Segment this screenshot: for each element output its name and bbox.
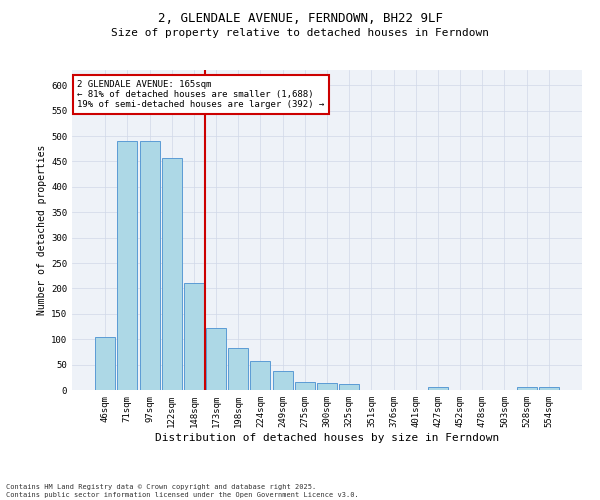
Bar	[317, 384, 337, 390]
Bar	[272, 370, 293, 390]
X-axis label: Distribution of detached houses by size in Ferndown: Distribution of detached houses by size …	[155, 432, 499, 442]
Bar	[162, 158, 182, 390]
Text: 2 GLENDALE AVENUE: 165sqm
← 81% of detached houses are smaller (1,688)
19% of se: 2 GLENDALE AVENUE: 165sqm ← 81% of detac…	[77, 80, 325, 110]
Bar	[539, 387, 559, 390]
Bar	[184, 284, 204, 390]
Bar	[95, 336, 115, 390]
Bar	[228, 348, 248, 390]
Bar	[428, 387, 448, 390]
Y-axis label: Number of detached properties: Number of detached properties	[37, 145, 47, 315]
Bar	[295, 382, 315, 390]
Bar	[206, 328, 226, 390]
Bar	[118, 141, 137, 390]
Text: Size of property relative to detached houses in Ferndown: Size of property relative to detached ho…	[111, 28, 489, 38]
Bar	[517, 387, 536, 390]
Bar	[140, 141, 160, 390]
Text: Contains HM Land Registry data © Crown copyright and database right 2025.
Contai: Contains HM Land Registry data © Crown c…	[6, 484, 359, 498]
Bar	[250, 360, 271, 390]
Bar	[339, 384, 359, 390]
Text: 2, GLENDALE AVENUE, FERNDOWN, BH22 9LF: 2, GLENDALE AVENUE, FERNDOWN, BH22 9LF	[157, 12, 443, 26]
